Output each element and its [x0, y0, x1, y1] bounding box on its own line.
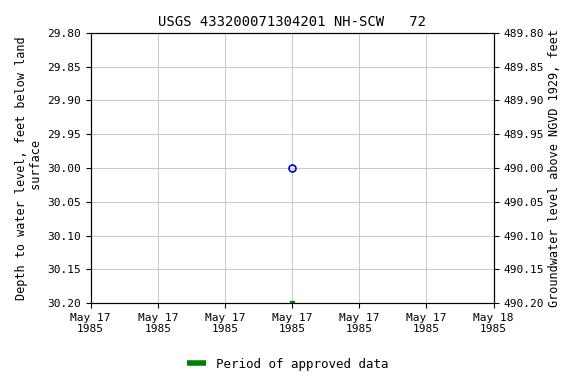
Y-axis label: Groundwater level above NGVD 1929, feet: Groundwater level above NGVD 1929, feet — [548, 29, 561, 307]
Title: USGS 433200071304201 NH-SCW   72: USGS 433200071304201 NH-SCW 72 — [158, 15, 426, 29]
Legend: Period of approved data: Period of approved data — [183, 353, 393, 376]
Y-axis label: Depth to water level, feet below land
 surface: Depth to water level, feet below land su… — [15, 36, 43, 300]
